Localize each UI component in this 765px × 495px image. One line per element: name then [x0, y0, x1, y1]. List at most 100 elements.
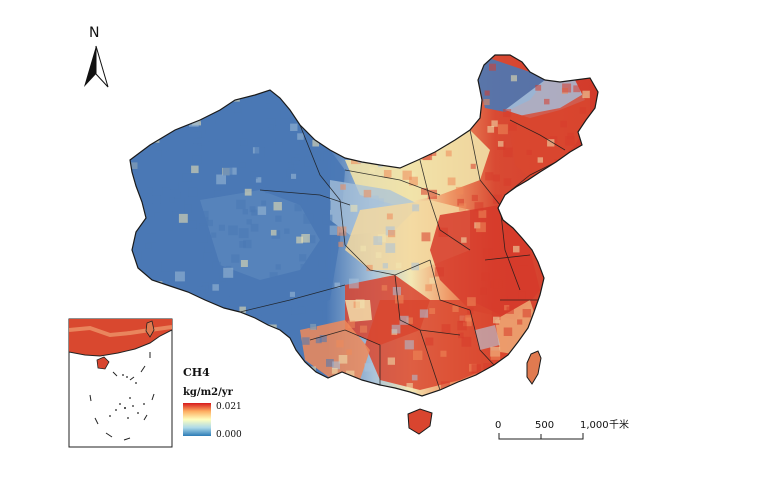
province-border-11: [469, 309, 495, 366]
province-border-12: [499, 204, 521, 291]
raster-cell: [183, 296, 193, 307]
raster-cell: [490, 350, 501, 360]
raster-cell: [300, 264, 306, 270]
raster-cell: [346, 349, 352, 355]
raster-cell: [197, 286, 206, 296]
raster-cell: [270, 229, 277, 236]
raster-cell: [208, 56, 218, 66]
raster-cell: [582, 90, 590, 99]
raster-cell: [378, 198, 384, 204]
raster-cell: [561, 274, 572, 284]
raster-cell: [369, 156, 377, 163]
raster-cell: [294, 204, 302, 212]
raster-cell: [197, 137, 205, 146]
raster-cell: [569, 55, 577, 63]
raster-cell: [186, 342, 196, 352]
raster-cell: [569, 314, 576, 322]
raster-cell: [485, 172, 494, 181]
raster-cell: [242, 209, 248, 215]
province-border-17: [509, 119, 566, 151]
raster-cell: [250, 223, 259, 232]
raster-cell: [567, 66, 578, 76]
raster-cell: [503, 109, 512, 118]
raster-cell: [381, 285, 388, 291]
inset-hainan: [96, 356, 110, 370]
raster-cell: [309, 322, 317, 330]
raster-cell: [251, 348, 260, 357]
raster-cell: [338, 241, 344, 247]
raster-cell: [491, 302, 498, 309]
raster-cell: [147, 82, 153, 88]
raster-cell: [569, 55, 580, 65]
raster-patch-1: [200, 190, 320, 280]
raster-cell: [469, 95, 478, 104]
raster-cell: [318, 259, 326, 267]
raster-cell: [239, 241, 246, 248]
raster-cell: [207, 55, 216, 64]
raster-cell: [153, 100, 161, 108]
raster-cell: [580, 342, 587, 349]
raster-cell: [201, 282, 209, 290]
province-border-2: [239, 284, 346, 313]
raster-cell: [354, 91, 364, 101]
raster-cell: [427, 104, 437, 115]
raster-cell: [199, 217, 209, 226]
raster-cell: [351, 98, 357, 104]
inset-nine-dash-line: [89, 352, 155, 441]
raster-cell: [170, 103, 178, 110]
raster-cell: [465, 315, 472, 322]
raster-cell: [451, 118, 460, 127]
raster-cell: [373, 236, 383, 245]
raster-cell: [491, 311, 501, 321]
raster-cell: [402, 170, 412, 180]
raster-cell: [547, 139, 555, 147]
raster-cell: [416, 101, 423, 109]
raster-cell: [478, 210, 487, 218]
raster-cell: [501, 295, 508, 302]
raster-patch-5: [345, 130, 490, 205]
raster-cell: [204, 245, 212, 253]
raster-cell: [560, 227, 570, 236]
raster-cell: [291, 173, 297, 179]
raster-cell: [164, 86, 174, 97]
raster-cell: [593, 168, 598, 178]
raster-cell: [513, 245, 520, 253]
raster-cell: [169, 197, 175, 203]
raster-cell: [396, 117, 406, 127]
raster-cell: [139, 112, 147, 119]
raster-cell: [568, 295, 576, 303]
raster-cell: [176, 74, 186, 84]
raster-cell: [203, 102, 210, 110]
raster-cell: [503, 327, 513, 336]
raster-cell: [193, 143, 202, 152]
raster-cell: [349, 278, 359, 289]
raster-cell: [319, 278, 330, 288]
raster-cell: [266, 91, 276, 101]
raster-cell: [387, 95, 394, 102]
raster-cell: [483, 99, 490, 106]
raster-cell: [131, 265, 138, 272]
raster-cell: [212, 261, 221, 270]
raster-cell: [220, 296, 230, 306]
raster-cell: [195, 252, 204, 260]
raster-cell: [338, 379, 345, 386]
raster-cell: [536, 202, 544, 209]
raster-cell: [507, 374, 514, 381]
raster-cell: [311, 112, 317, 118]
inset-taiwan: [145, 320, 155, 338]
raster-cell: [269, 272, 278, 281]
raster-cell: [285, 392, 296, 396]
raster-cell: [154, 150, 162, 158]
raster-cell: [336, 340, 344, 348]
raster-cell: [214, 190, 221, 197]
raster-cell: [541, 301, 550, 311]
raster-cell: [445, 150, 452, 157]
raster-cell: [375, 252, 382, 258]
raster-cell: [447, 177, 456, 186]
raster-cell: [234, 78, 242, 85]
raster-patch-13: [345, 300, 372, 322]
raster-cell: [360, 325, 368, 333]
legend: CH4 kg/m2/yr 0.021 0.000: [183, 366, 242, 440]
province-border-15: [484, 254, 531, 261]
